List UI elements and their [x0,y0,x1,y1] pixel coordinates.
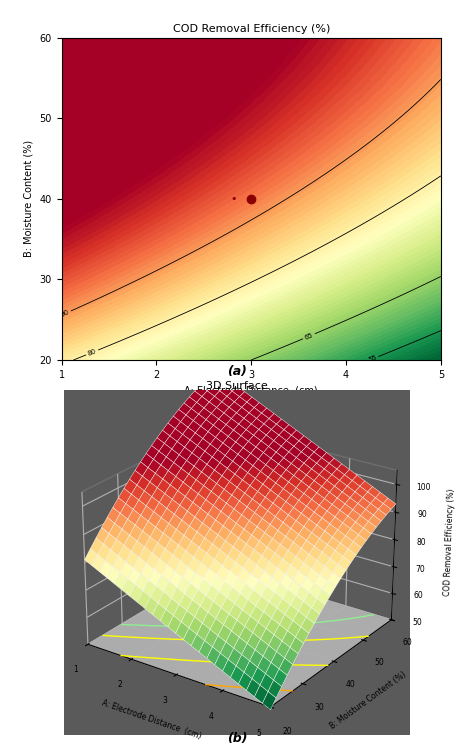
Text: 80: 80 [87,348,98,357]
X-axis label: A: Electrode Distance  (cm): A: Electrode Distance (cm) [100,698,202,741]
Title: COD Removal Efficiency (%): COD Removal Efficiency (%) [173,24,330,34]
Text: 55: 55 [367,355,378,363]
Text: •: • [230,194,237,204]
Text: 65: 65 [304,332,314,340]
Text: 3D Surface: 3D Surface [206,381,268,392]
Y-axis label: B: Moisture Content (%): B: Moisture Content (%) [328,670,408,731]
X-axis label: A: Electrode Distance  (cm): A: Electrode Distance (cm) [184,386,318,395]
Y-axis label: B: Moisture Content (%): B: Moisture Content (%) [24,140,34,257]
Text: (b): (b) [227,732,247,746]
Text: 90: 90 [60,309,70,318]
Text: (a): (a) [227,364,247,378]
